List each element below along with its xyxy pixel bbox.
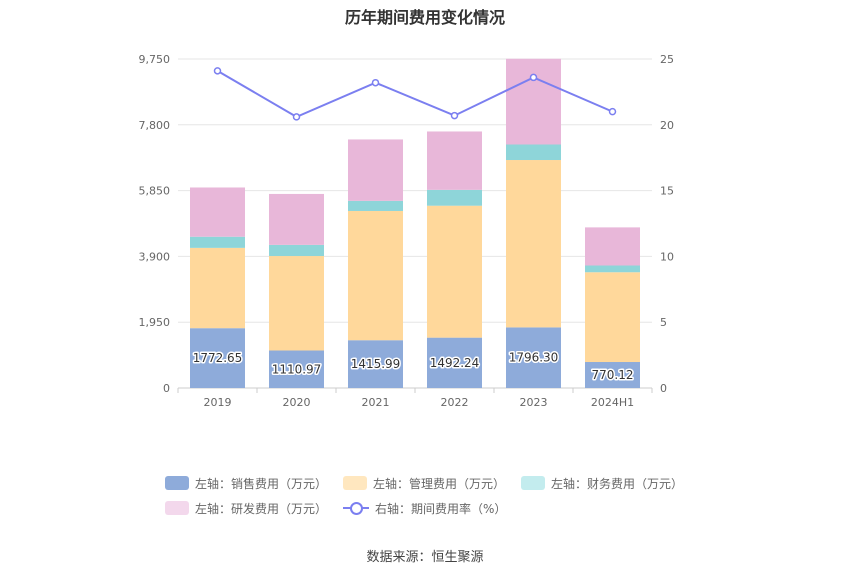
- legend-item-finance[interactable]: 左轴：财务费用（万元）: [521, 475, 683, 492]
- expense-rate-point: [371, 78, 380, 87]
- bar-data-label: 1796.30: [509, 351, 559, 365]
- bar-data-label: 1772.65: [193, 351, 243, 365]
- legend-swatch-rnd: [165, 501, 189, 515]
- bar-segment: [269, 256, 324, 351]
- legend-label-admin: 左轴：管理费用（万元）: [373, 476, 506, 491]
- legend-item-expense-rate[interactable]: 右轴：期间费用率（%）: [343, 500, 506, 517]
- bar-segment: [190, 187, 245, 237]
- legend-label-expense-rate: 右轴：期间费用率（%）: [375, 501, 507, 516]
- legend: 左轴：销售费用（万元） 左轴：管理费用（万元） 左轴：财务费用（万元） 左轴：研…: [165, 472, 705, 522]
- bar-segment: [506, 327, 561, 388]
- legend-label-rnd: 左轴：研发费用（万元）: [195, 501, 328, 516]
- bar-segment: [506, 58, 561, 145]
- legend-line-icon: [343, 501, 370, 515]
- x-tick-label: 2019: [204, 396, 232, 409]
- legend-label-sales: 左轴：销售费用（万元）: [195, 476, 328, 491]
- x-tick-label: 2024H1: [591, 396, 634, 409]
- bar-segment: [427, 337, 482, 388]
- right-tick-label: 25: [660, 53, 674, 66]
- expense-rate-point: [450, 111, 459, 120]
- legend-item-admin[interactable]: 左轴：管理费用（万元）: [343, 475, 505, 492]
- left-tick-label: 9,750: [139, 53, 171, 66]
- bar-data-label: 1110.97: [272, 362, 322, 376]
- right-tick-label: 10: [660, 250, 674, 263]
- expense-rate-point: [608, 107, 617, 116]
- legend-item-rnd[interactable]: 左轴：研发费用（万元）: [165, 500, 327, 517]
- data-source: 数据来源：恒生聚源: [366, 550, 484, 565]
- bar-data-label: 770.12: [592, 368, 634, 382]
- bar-segment: [585, 227, 640, 266]
- expense-rate-point: [292, 113, 301, 121]
- bar-segment: [348, 210, 403, 341]
- left-tick-label: 3,900: [139, 250, 171, 263]
- bar-segment: [506, 160, 561, 328]
- bar-segment: [190, 236, 245, 248]
- bar-segment: [348, 200, 403, 211]
- x-tick-label: 2022: [441, 396, 469, 409]
- legend-swatch-finance: [521, 476, 546, 490]
- bar-segment: [190, 328, 245, 388]
- left-tick-label: 5,850: [139, 185, 171, 198]
- expense-rate-point: [529, 73, 538, 82]
- right-tick-label: 5: [660, 316, 667, 329]
- bar-data-label: 1492.24: [430, 356, 480, 370]
- right-tick-label: 20: [660, 119, 674, 132]
- expense-rate-line: [216, 69, 613, 119]
- bar-segment: [585, 265, 640, 273]
- bar-segment: [427, 131, 482, 190]
- bar-segment: [269, 350, 324, 388]
- bar-segment: [348, 340, 403, 388]
- bar-segment: [348, 139, 403, 201]
- bar-segment: [506, 144, 561, 161]
- left-tick-label: 7,800: [139, 119, 171, 132]
- left-tick-label: 0: [163, 382, 170, 395]
- bar-segment: [269, 244, 324, 257]
- legend-label-finance: 左轴：财务费用（万元）: [551, 476, 684, 491]
- bar-data-label: 1415.99: [351, 357, 401, 371]
- left-tick-label: 1,950: [139, 316, 171, 329]
- right-tick-label: 15: [660, 185, 674, 198]
- bar-segment: [190, 247, 245, 329]
- bar-segment: [585, 272, 640, 363]
- expense-rate-point: [213, 67, 222, 75]
- x-tick-label: 2020: [283, 396, 311, 409]
- legend-swatch-admin: [343, 476, 368, 490]
- bar-segment: [269, 193, 324, 245]
- right-tick-label: 0: [660, 382, 667, 395]
- x-tick-label: 2021: [362, 396, 390, 409]
- bar-segment: [427, 205, 482, 338]
- legend-item-sales[interactable]: 左轴：销售费用（万元）: [165, 475, 327, 492]
- chart-title: 历年期间费用变化情况: [344, 8, 505, 27]
- legend-swatch-sales: [165, 476, 189, 490]
- x-tick-label: 2023: [520, 396, 548, 409]
- bar-segment: [427, 189, 482, 206]
- bar-segment: [585, 362, 640, 388]
